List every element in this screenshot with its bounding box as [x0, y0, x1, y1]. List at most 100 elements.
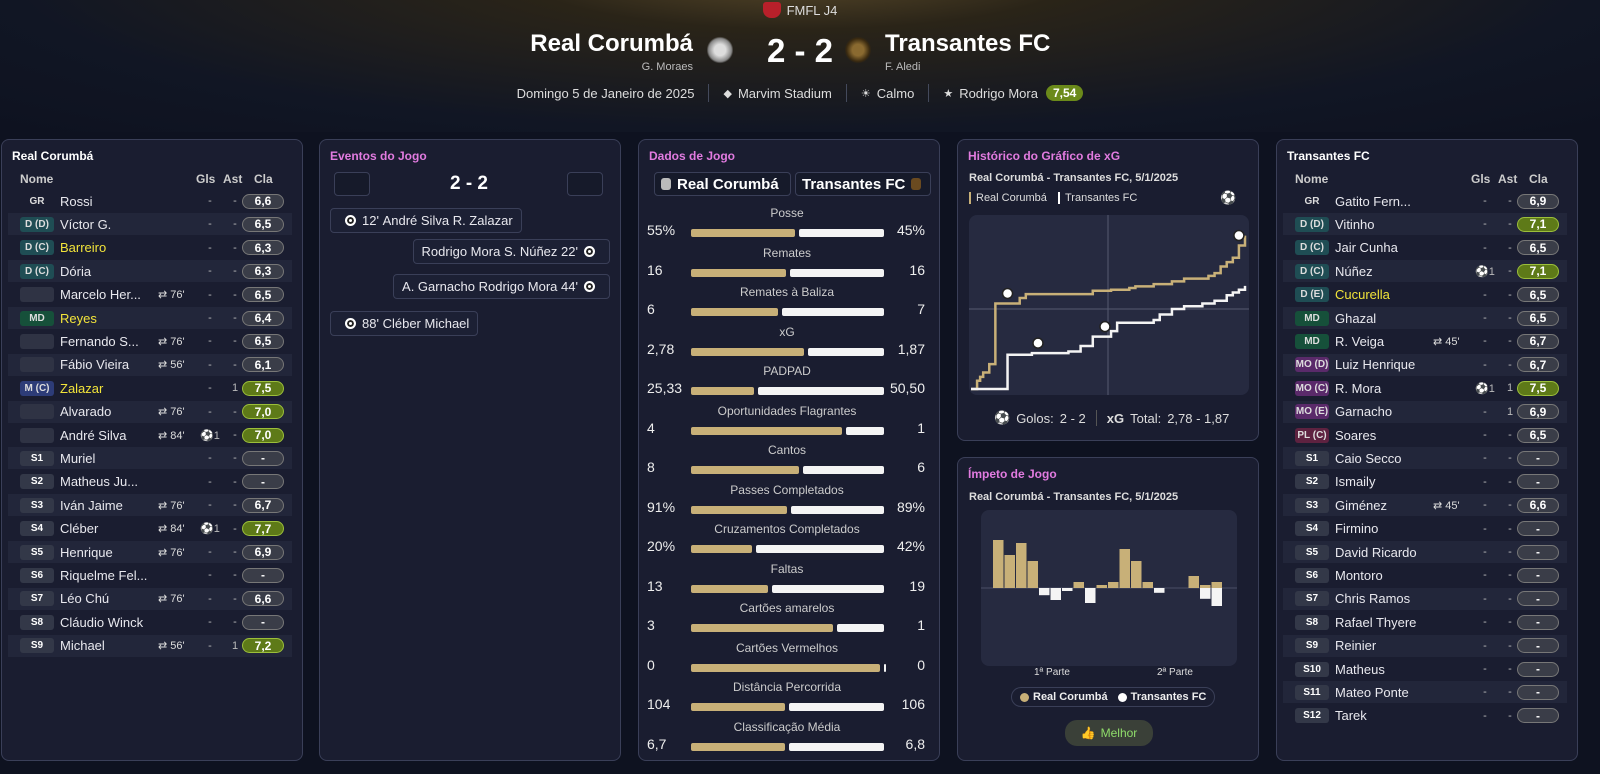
player-name[interactable]: Cléber	[60, 521, 99, 537]
player-row[interactable]: S7 Chris Ramos - - -	[1283, 587, 1567, 610]
player-row[interactable]: S9 Reinier - - -	[1283, 634, 1567, 657]
assist[interactable]: Rodrigo Mora	[421, 244, 501, 259]
assist[interactable]: R. Zalazar	[452, 213, 513, 228]
player-row[interactable]: MO (D) Luiz Henrique - -6,7	[1283, 353, 1567, 376]
player-name[interactable]: Rafael Thyere	[1335, 614, 1417, 630]
col-header-gls[interactable]: Gls	[1471, 172, 1491, 186]
player-row[interactable]: D (E) Cucurella - -6,5	[1283, 284, 1567, 306]
player-row[interactable]: Fernando S... ⇄ 76' - -6,5	[8, 330, 292, 352]
player-row[interactable]: D (C) Núñez ⚽1-7,1	[1283, 260, 1567, 283]
momentum-legend[interactable]: Real Corumbá Transantes FC	[1011, 687, 1216, 707]
goal-event[interactable]: A. Garnacho Rodrigo Mora 44'	[393, 274, 610, 299]
player-name[interactable]: Fábio Vieira	[60, 357, 130, 373]
player-row[interactable]: Fábio Vieira ⇄ 56' - -6,1	[8, 353, 292, 376]
scorer[interactable]: S. Núñez	[503, 244, 558, 259]
player-row[interactable]: S6 Montoro - - -	[1283, 564, 1567, 586]
player-row[interactable]: MD Reyes - -6,4	[8, 307, 292, 329]
player-row[interactable]: GR Rossi - -6,6	[8, 190, 292, 212]
player-row[interactable]: S4 Cléber ⇄ 84' ⚽1-7,7	[8, 518, 292, 540]
player-row[interactable]: S12 Tarek - - -	[1283, 705, 1567, 727]
player-row[interactable]: S4 Firmino - - -	[1283, 518, 1567, 540]
player-name[interactable]: Henrique	[60, 544, 113, 560]
col-header-ast[interactable]: Ast	[223, 172, 243, 186]
player-row[interactable]: S9 Michael ⇄ 56' - 1 7,2	[8, 634, 292, 657]
motm-name[interactable]: Rodrigo Mora	[959, 85, 1038, 101]
col-header-ast[interactable]: Ast	[1498, 172, 1518, 186]
player-row[interactable]: S3 Iván Jaime ⇄ 76' - -6,7	[8, 494, 292, 517]
home-manager[interactable]: G. Moraes	[641, 61, 693, 73]
player-row[interactable]: M (C) Zalazar - 1 7,5	[8, 377, 292, 399]
player-name[interactable]: Ismaily	[1335, 474, 1376, 490]
col-header-name[interactable]: Nome	[20, 172, 54, 186]
player-name[interactable]: Alvarado	[60, 404, 112, 420]
col-header-cla[interactable]: Cla	[1529, 172, 1548, 186]
player-row[interactable]: MO (E) Garnacho - 1 6,9	[1283, 400, 1567, 423]
player-name[interactable]: R. Veiga	[1335, 333, 1385, 349]
player-row[interactable]: D (C) Dória - -6,3	[8, 260, 292, 283]
player-name[interactable]: Léo Chú	[60, 591, 110, 607]
player-row[interactable]: Alvarado ⇄ 76' - -7,0	[8, 400, 292, 423]
goal-event[interactable]: 12' André Silva R. Zalazar	[330, 208, 522, 233]
home-team-name[interactable]: Real Corumbá	[530, 30, 693, 57]
player-name[interactable]: Cláudio Winck	[60, 614, 144, 630]
assist[interactable]: A. Garnacho	[402, 279, 476, 294]
player-name[interactable]: Soares	[1335, 427, 1377, 443]
player-name[interactable]: Cucurella	[1335, 287, 1390, 303]
col-header-name[interactable]: Nome	[1295, 172, 1329, 186]
player-row[interactable]: S6 Riquelme Fel... - - -	[8, 564, 292, 586]
away-manager[interactable]: F. Aledi	[885, 61, 921, 73]
player-row[interactable]: S1 Caio Secco - - -	[1283, 447, 1567, 470]
scorer[interactable]: Cléber	[382, 316, 421, 331]
col-header-gls[interactable]: Gls	[196, 172, 216, 186]
col-header-cla[interactable]: Cla	[254, 172, 273, 186]
scorer[interactable]: Rodrigo Mora	[478, 279, 558, 294]
player-name[interactable]: Reyes	[60, 310, 97, 326]
player-row[interactable]: PL (C) Soares - -6,5	[1283, 424, 1567, 446]
player-row[interactable]: MD Ghazal - -6,5	[1283, 307, 1567, 329]
player-name[interactable]: Matheus Ju...	[60, 474, 139, 490]
player-row[interactable]: MD R. Veiga ⇄ 45' - -6,7	[1283, 330, 1567, 352]
player-row[interactable]: D (D) Víctor G. - -6,5	[8, 213, 292, 236]
stats-away-team[interactable]: Transantes FC	[795, 172, 931, 196]
player-name[interactable]: Núñez	[1335, 263, 1373, 279]
player-row[interactable]: D (C) Jair Cunha - -6,5	[1283, 237, 1567, 259]
player-name[interactable]: Zalazar	[60, 380, 104, 396]
player-name[interactable]: Firmino	[1335, 521, 1379, 537]
player-row[interactable]: S3 Giménez ⇄ 45' - -6,6	[1283, 494, 1567, 517]
player-row[interactable]: S2 Ismaily - - -	[1283, 471, 1567, 493]
player-row[interactable]: S5 David Ricardo - - -	[1283, 541, 1567, 563]
scorer[interactable]: André Silva	[382, 213, 450, 228]
player-row[interactable]: André Silva ⇄ 84' ⚽1 -7,0	[8, 424, 292, 446]
player-row[interactable]: S1 Muriel - - -	[8, 447, 292, 470]
player-name[interactable]: David Ricardo	[1335, 544, 1417, 560]
player-row[interactable]: S11 Mateo Ponte - - -	[1283, 681, 1567, 704]
player-name[interactable]: Jair Cunha	[1335, 240, 1398, 256]
player-name[interactable]: Iván Jaime	[60, 497, 123, 513]
player-name[interactable]: Dória	[60, 263, 92, 279]
player-name[interactable]: Barreiro	[60, 240, 107, 256]
player-name[interactable]: Rossi	[60, 193, 93, 209]
player-name[interactable]: Matheus	[1335, 661, 1385, 677]
assist[interactable]: Michael	[424, 316, 470, 331]
player-name[interactable]: Chris Ramos	[1335, 591, 1411, 607]
player-name[interactable]: Fernando S...	[60, 333, 139, 349]
player-name[interactable]: Muriel	[60, 450, 96, 466]
player-name[interactable]: Caio Secco	[1335, 450, 1402, 466]
away-team-name[interactable]: Transantes FC	[885, 30, 1051, 57]
legend-home[interactable]: Real Corumbá	[969, 192, 1047, 204]
player-name[interactable]: Luiz Henrique	[1335, 357, 1416, 373]
player-row[interactable]: Marcelo Her... ⇄ 76' - -6,5	[8, 284, 292, 306]
stadium-name[interactable]: Marvim Stadium	[737, 85, 832, 101]
player-name[interactable]: Garnacho	[1335, 404, 1393, 420]
legend-away[interactable]: Transantes FC	[1058, 192, 1137, 204]
player-row[interactable]: D (C) Barreiro - -6,3	[8, 237, 292, 259]
player-row[interactable]: MO (C) R. Mora ⚽1 1 7,5	[1283, 377, 1567, 399]
player-name[interactable]: Tarek	[1335, 708, 1367, 724]
player-name[interactable]: Montoro	[1335, 567, 1383, 583]
goal-event[interactable]: 88' Cléber Michael	[330, 311, 479, 336]
player-name[interactable]: André Silva	[60, 427, 127, 443]
player-name[interactable]: Ghazal	[1335, 310, 1377, 326]
goal-marker-icon[interactable]: ⚽	[1220, 190, 1237, 205]
player-row[interactable]: S7 Léo Chú ⇄ 76' - -6,6	[8, 587, 292, 610]
player-name[interactable]: Mateo Ponte	[1335, 684, 1409, 700]
